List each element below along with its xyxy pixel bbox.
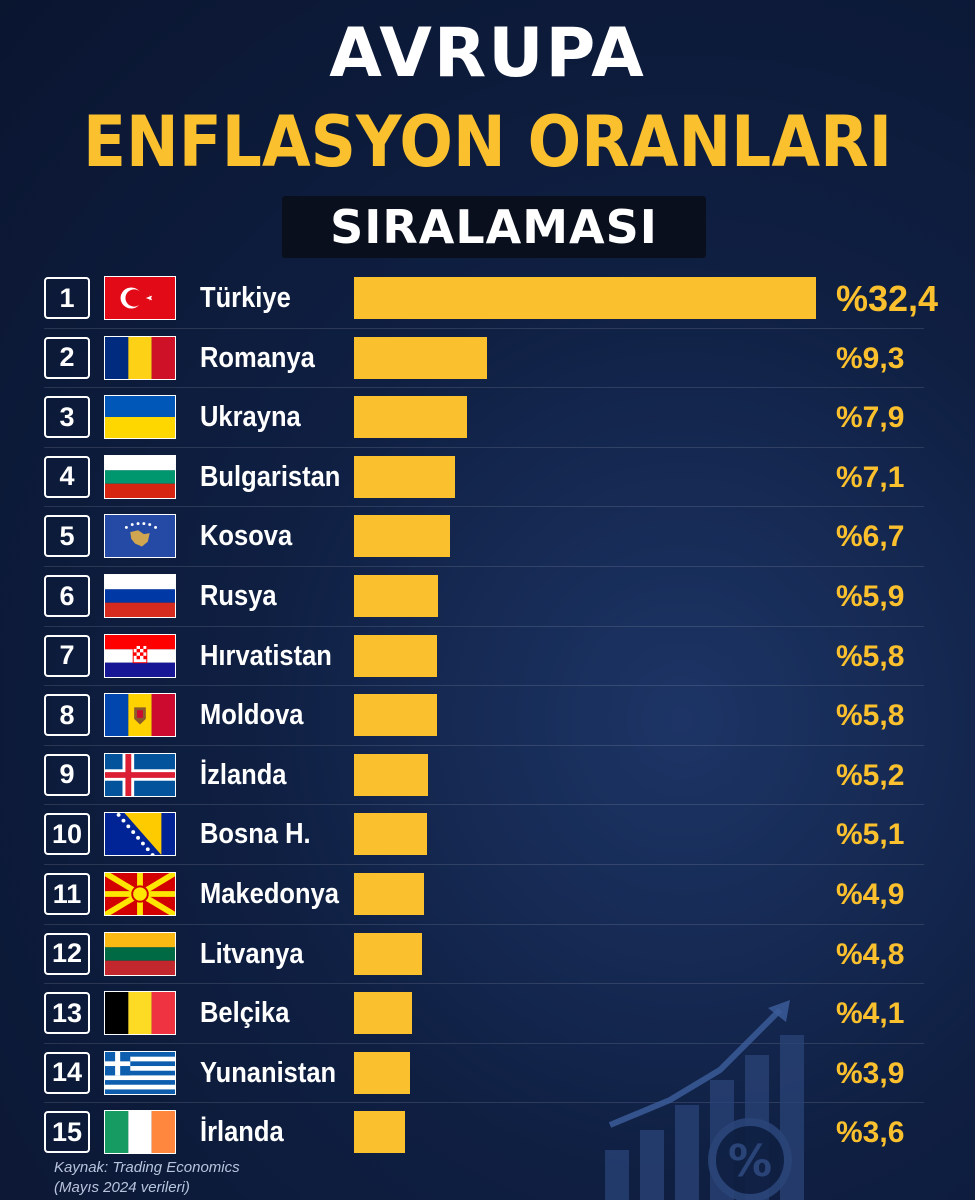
- rank-badge: 9: [44, 753, 90, 796]
- subtitle-box: SIRALAMASI: [282, 196, 706, 258]
- rank-badge: 2: [44, 336, 90, 379]
- rank-badge: 15: [44, 1111, 90, 1154]
- croatia-flag-icon: [104, 633, 176, 678]
- row-separator: [44, 923, 924, 925]
- iceland-flag-icon: [104, 752, 176, 797]
- romania-flag-icon: [104, 335, 176, 380]
- row-separator: [44, 804, 924, 806]
- svg-text:%: %: [728, 1136, 772, 1187]
- value-label: %4,1: [836, 997, 905, 1031]
- ukraine-flag-icon: [104, 395, 176, 440]
- value-label: %4,9: [836, 878, 905, 911]
- lithuania-flag-icon: [104, 931, 176, 976]
- rank-badge: 5: [44, 515, 90, 558]
- row-separator: [44, 983, 924, 985]
- country-label: Hırvatistan: [200, 639, 332, 672]
- turkey-flag-icon: [104, 276, 176, 320]
- rank-badge: 4: [44, 455, 90, 498]
- rank-badge: 11: [44, 873, 90, 915]
- greece-flag-icon: [104, 1050, 176, 1095]
- bar: [354, 813, 427, 856]
- country-label: Bosna H.: [200, 818, 311, 851]
- country-label: Türkiye: [200, 282, 291, 314]
- country-label: Belçika: [200, 997, 290, 1030]
- rank-badge: 13: [44, 992, 90, 1035]
- bar: [354, 873, 424, 915]
- row-separator: [44, 625, 924, 627]
- bar: [354, 277, 816, 319]
- country-label: Kosova: [200, 520, 293, 553]
- country-label: Bulgaristan: [200, 460, 341, 493]
- bar: [354, 455, 455, 498]
- rank-badge: 8: [44, 694, 90, 737]
- row-separator: [44, 566, 924, 567]
- value-label: %3,6: [836, 1116, 905, 1150]
- country-label: İzlanda: [200, 758, 287, 791]
- moldova-flag-icon: [104, 693, 176, 738]
- value-label: %4,8: [836, 937, 905, 971]
- country-label: Litvanya: [200, 937, 304, 970]
- source-line-2: (Mayıs 2024 verileri): [54, 1179, 190, 1196]
- value-label: %7,9: [836, 401, 905, 435]
- title-line-1: AVRUPA: [329, 14, 646, 93]
- country-label: Makedonya: [200, 878, 339, 910]
- subtitle: SIRALAMASI: [330, 200, 658, 254]
- title-line-2: ENFLASYON ORANLARI: [82, 101, 893, 183]
- rank-badge: 7: [44, 634, 90, 677]
- value-label: %5,2: [836, 758, 905, 792]
- row-separator: [44, 1042, 924, 1044]
- row-separator: [44, 864, 924, 865]
- bar: [354, 634, 437, 677]
- value-label: %32,4: [836, 278, 939, 319]
- country-label: Moldova: [200, 699, 304, 732]
- source-line-1: Kaynak: Trading Economics: [54, 1159, 240, 1176]
- rank-badge: 10: [44, 813, 90, 856]
- rank-badge: 14: [44, 1051, 90, 1094]
- value-label: %7,1: [836, 460, 905, 494]
- country-label: İrlanda: [200, 1116, 284, 1149]
- bar: [354, 992, 412, 1035]
- value-label: %5,1: [836, 818, 905, 852]
- bar: [354, 694, 437, 737]
- bar: [354, 515, 450, 558]
- rank-badge: 3: [44, 396, 90, 439]
- belgium-flag-icon: [104, 991, 176, 1036]
- row-separator: [44, 387, 924, 389]
- bar: [354, 1051, 410, 1094]
- growth-chart-decoration-icon: %: [605, 1000, 804, 1200]
- bar: [354, 336, 487, 379]
- macedonia-flag-icon: [104, 872, 176, 916]
- bar: [354, 575, 438, 617]
- row-separator: [44, 685, 924, 687]
- bar: [354, 932, 422, 975]
- country-label: Rusya: [200, 580, 277, 612]
- ireland-flag-icon: [104, 1110, 176, 1155]
- value-label: %6,7: [836, 520, 905, 554]
- value-label: %5,9: [836, 580, 905, 613]
- bulgaria-flag-icon: [104, 454, 176, 499]
- rank-badge: 1: [44, 277, 90, 319]
- value-label: %5,8: [836, 639, 905, 673]
- row-separator: [44, 744, 924, 746]
- bosnia-flag-icon: [104, 812, 176, 857]
- value-label: %9,3: [836, 341, 905, 375]
- russia-flag-icon: [104, 574, 176, 618]
- kosovo-flag-icon: [104, 514, 176, 559]
- source-note: Kaynak: Trading Economics (Mayıs 2024 ve…: [54, 1158, 240, 1198]
- row-separator: [44, 1102, 924, 1104]
- bar: [354, 753, 428, 796]
- rank-badge: 6: [44, 575, 90, 617]
- country-label: Ukrayna: [200, 401, 301, 434]
- row-separator: [44, 327, 924, 329]
- value-label: %3,9: [836, 1056, 905, 1090]
- country-label: Romanya: [200, 341, 315, 374]
- rank-badge: 12: [44, 932, 90, 975]
- value-label: %5,8: [836, 699, 905, 733]
- row-separator: [44, 506, 924, 508]
- country-label: Yunanistan: [200, 1056, 337, 1089]
- row-separator: [44, 446, 924, 448]
- bar: [354, 396, 467, 439]
- bar: [354, 1111, 405, 1154]
